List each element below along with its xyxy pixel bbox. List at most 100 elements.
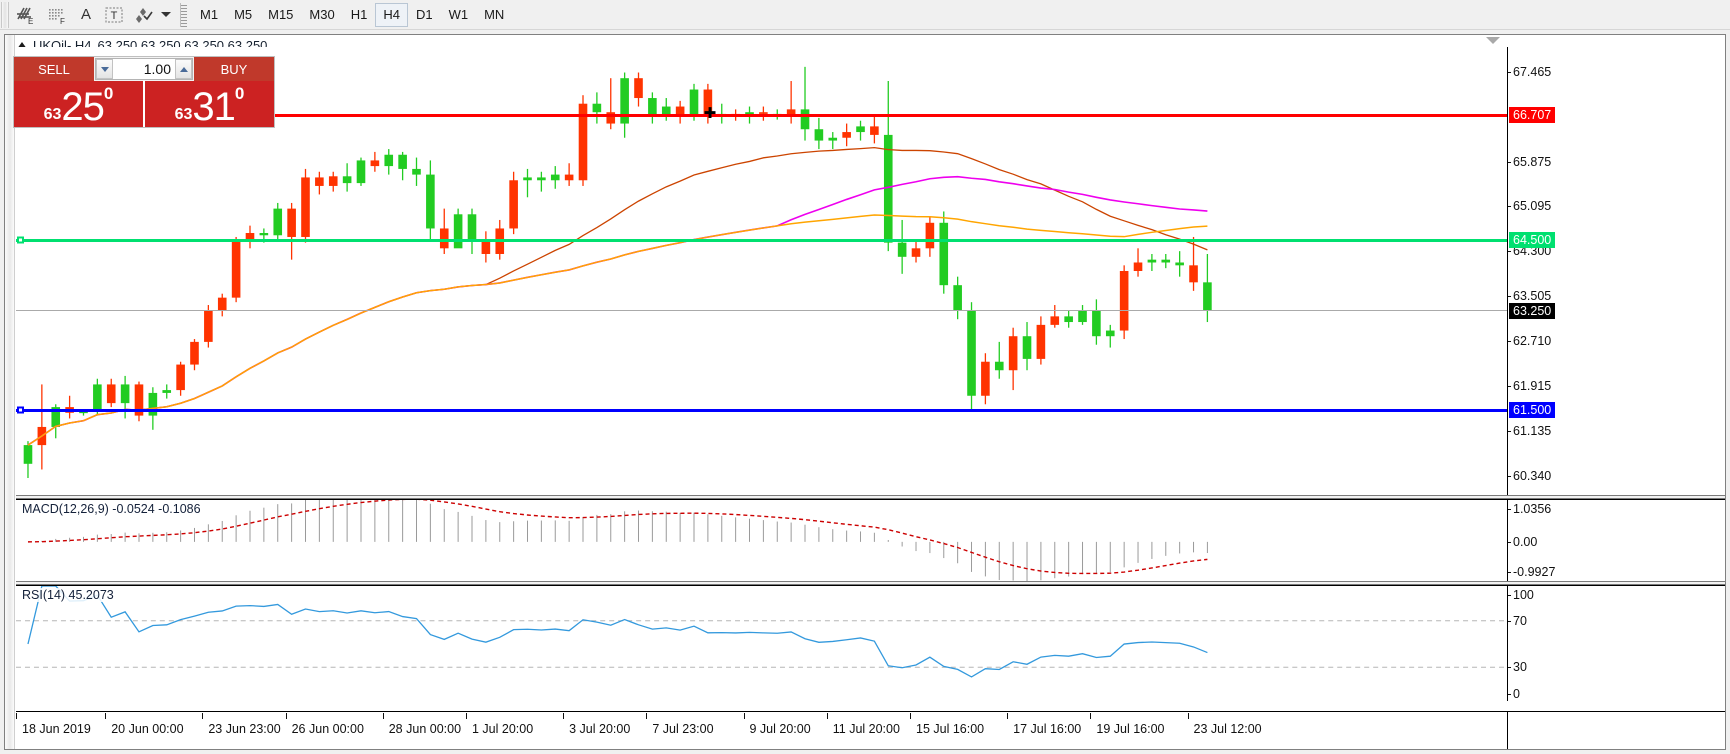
timeframe-m30[interactable]: M30 bbox=[309, 7, 335, 22]
lot-decrease-button[interactable] bbox=[96, 59, 113, 79]
rsi-label: RSI(14) 45.2073 bbox=[21, 588, 115, 602]
objects-dropdown-arrow-icon[interactable] bbox=[161, 12, 171, 17]
text-object-icon[interactable]: T bbox=[99, 2, 129, 28]
macd-axis: 1.0356 0.00 -0.9927 bbox=[1507, 500, 1725, 581]
take-profit-handle[interactable] bbox=[17, 236, 24, 244]
rsi-pane: RSI(14) 45.2073 100 70 30 0 bbox=[16, 585, 1725, 701]
resistance-level-badge[interactable]: 66.707 bbox=[1509, 106, 1556, 123]
time-tick: 3 Jul 20:00 bbox=[563, 713, 631, 736]
take-profit-line[interactable] bbox=[16, 236, 1507, 244]
time-tick: 17 Jul 16:00 bbox=[1007, 713, 1082, 736]
bid-line bbox=[16, 309, 1507, 311]
price-pane: ✚ 67.465 65.875 65.095 64.300 63.505 62.710 61… bbox=[16, 47, 1725, 495]
rsi-tick: 70 bbox=[1508, 614, 1527, 628]
rsi-series bbox=[16, 586, 1507, 678]
macd-pane-divider[interactable] bbox=[16, 495, 1725, 499]
macd-tick: 0.00 bbox=[1508, 535, 1537, 549]
svg-text:F: F bbox=[60, 17, 65, 25]
svg-text:E: E bbox=[28, 17, 33, 25]
time-tick: 9 Jul 20:00 bbox=[743, 713, 811, 736]
sell-price-main: 25 bbox=[61, 85, 104, 127]
rsi-plot-area[interactable]: RSI(14) 45.2073 bbox=[16, 586, 1507, 701]
support-line[interactable] bbox=[16, 406, 1507, 414]
time-tick: 18 Jun 2019 bbox=[16, 713, 91, 736]
buy-price-sup: 0 bbox=[234, 84, 245, 103]
text-label-icon[interactable]: A bbox=[80, 6, 91, 23]
price-plot-area[interactable]: ✚ bbox=[16, 47, 1507, 495]
price-tick: 62.710 bbox=[1508, 334, 1551, 348]
timeframe-m1[interactable]: M1 bbox=[200, 7, 219, 22]
resistance-line[interactable] bbox=[16, 113, 1507, 117]
macd-plot-area[interactable]: MACD(12,26,9) -0.0524 -0.1086 bbox=[16, 500, 1507, 581]
sell-price-sup: 0 bbox=[103, 84, 114, 103]
trade-panel-prices: 63 25 0 63 31 0 bbox=[14, 81, 274, 127]
expert-advisors-icon[interactable]: E bbox=[9, 2, 41, 28]
time-tick: 19 Jul 16:00 bbox=[1090, 713, 1165, 736]
buy-price-cell[interactable]: 63 31 0 bbox=[145, 81, 274, 127]
svg-text:T: T bbox=[111, 10, 118, 22]
price-tick: 61.135 bbox=[1508, 424, 1551, 438]
price-tick: 65.875 bbox=[1508, 155, 1551, 169]
time-axis-corner bbox=[1507, 711, 1725, 749]
timeframe-mn[interactable]: MN bbox=[484, 7, 505, 22]
price-tick: 63.505 bbox=[1508, 289, 1551, 303]
macd-label: MACD(12,26,9) -0.0524 -0.1086 bbox=[21, 502, 202, 516]
timeframe-d1[interactable]: D1 bbox=[415, 7, 433, 22]
time-tick: 23 Jul 12:00 bbox=[1187, 713, 1262, 736]
timeframe-h4[interactable]: H4 bbox=[375, 2, 408, 27]
lot-size-input[interactable]: 1.00 bbox=[143, 61, 171, 77]
time-tick: 23 Jun 23:00 bbox=[202, 713, 281, 736]
time-tick: 20 Jun 00:00 bbox=[105, 713, 184, 736]
one-click-trading-panel: SELL 1.00 BUY 63 25 0 63 31 0 bbox=[13, 56, 275, 128]
rsi-axis: 100 70 30 0 bbox=[1507, 586, 1725, 701]
time-tick: 7 Jul 23:00 bbox=[646, 713, 714, 736]
rsi-tick: 30 bbox=[1508, 660, 1527, 674]
timeframe-m5[interactable]: M5 bbox=[234, 7, 253, 22]
macd-tick: -0.9927 bbox=[1508, 565, 1555, 579]
chart-left-scroll-strip[interactable] bbox=[5, 35, 15, 749]
toolbar-separator bbox=[180, 2, 187, 27]
time-tick: 1 Jul 20:00 bbox=[465, 713, 534, 736]
chart-toolbar: E F A T bbox=[0, 0, 1730, 30]
macd-pane: MACD(12,26,9) -0.0524 -0.1086 1.0356 0.00… bbox=[16, 499, 1725, 581]
support-handle[interactable] bbox=[17, 406, 24, 414]
rsi-tick: 0 bbox=[1508, 687, 1520, 701]
time-tick: 11 Jul 20:00 bbox=[826, 713, 900, 736]
take-profit-level-badge[interactable]: 64.500 bbox=[1509, 231, 1556, 248]
support-level-badge[interactable]: 61.500 bbox=[1509, 401, 1556, 418]
chart-window: UKOil-,H4 63.250 63.250 63.250 63.250 ✚ … bbox=[4, 34, 1726, 750]
price-axis[interactable]: 67.465 65.875 65.095 64.300 63.505 62.710 61.9… bbox=[1507, 47, 1725, 495]
timeframe-m15[interactable]: M15 bbox=[268, 7, 294, 22]
trade-panel-top-row: SELL 1.00 BUY bbox=[14, 57, 274, 81]
sell-button[interactable]: SELL bbox=[14, 57, 94, 81]
toolbar-drag-handle[interactable] bbox=[1, 1, 9, 28]
chevron-up-icon bbox=[179, 66, 188, 72]
timeframe-w1[interactable]: W1 bbox=[448, 7, 469, 22]
crosshair-cursor: ✚ bbox=[703, 105, 717, 123]
indicators-grid-icon[interactable]: F bbox=[41, 2, 73, 28]
sell-price-cell[interactable]: 63 25 0 bbox=[14, 81, 145, 127]
chart-collapse-arrow-icon[interactable] bbox=[1486, 37, 1500, 44]
sell-price-prefix: 63 bbox=[43, 106, 62, 123]
lot-size-stepper[interactable]: 1.00 bbox=[95, 58, 193, 80]
lot-increase-button[interactable] bbox=[175, 59, 192, 79]
current-bid-badge[interactable]: 63.250 bbox=[1509, 302, 1556, 319]
time-tick: 26 Jun 00:00 bbox=[285, 713, 364, 736]
buy-price-main: 31 bbox=[192, 85, 235, 127]
rsi-pane-divider[interactable] bbox=[16, 581, 1725, 585]
rsi-tick: 100 bbox=[1508, 588, 1534, 602]
timeframe-h1[interactable]: H1 bbox=[350, 7, 368, 22]
time-tick: 15 Jul 16:00 bbox=[910, 713, 985, 736]
price-tick: 67.465 bbox=[1508, 65, 1551, 79]
price-tick: 65.095 bbox=[1508, 199, 1551, 213]
buy-button[interactable]: BUY bbox=[194, 57, 274, 81]
chart-expand-icon[interactable] bbox=[17, 42, 27, 49]
buy-price-prefix: 63 bbox=[174, 106, 193, 123]
time-axis[interactable]: 18 Jun 2019 20 Jun 00:00 23 Jun 23:00 26 Ju… bbox=[16, 711, 1507, 749]
time-tick: 28 Jun 00:00 bbox=[382, 713, 462, 736]
objects-icon[interactable] bbox=[129, 2, 159, 28]
macd-series bbox=[27, 500, 1208, 581]
price-tick: 60.340 bbox=[1508, 469, 1551, 483]
macd-tick: 1.0356 bbox=[1508, 502, 1551, 516]
